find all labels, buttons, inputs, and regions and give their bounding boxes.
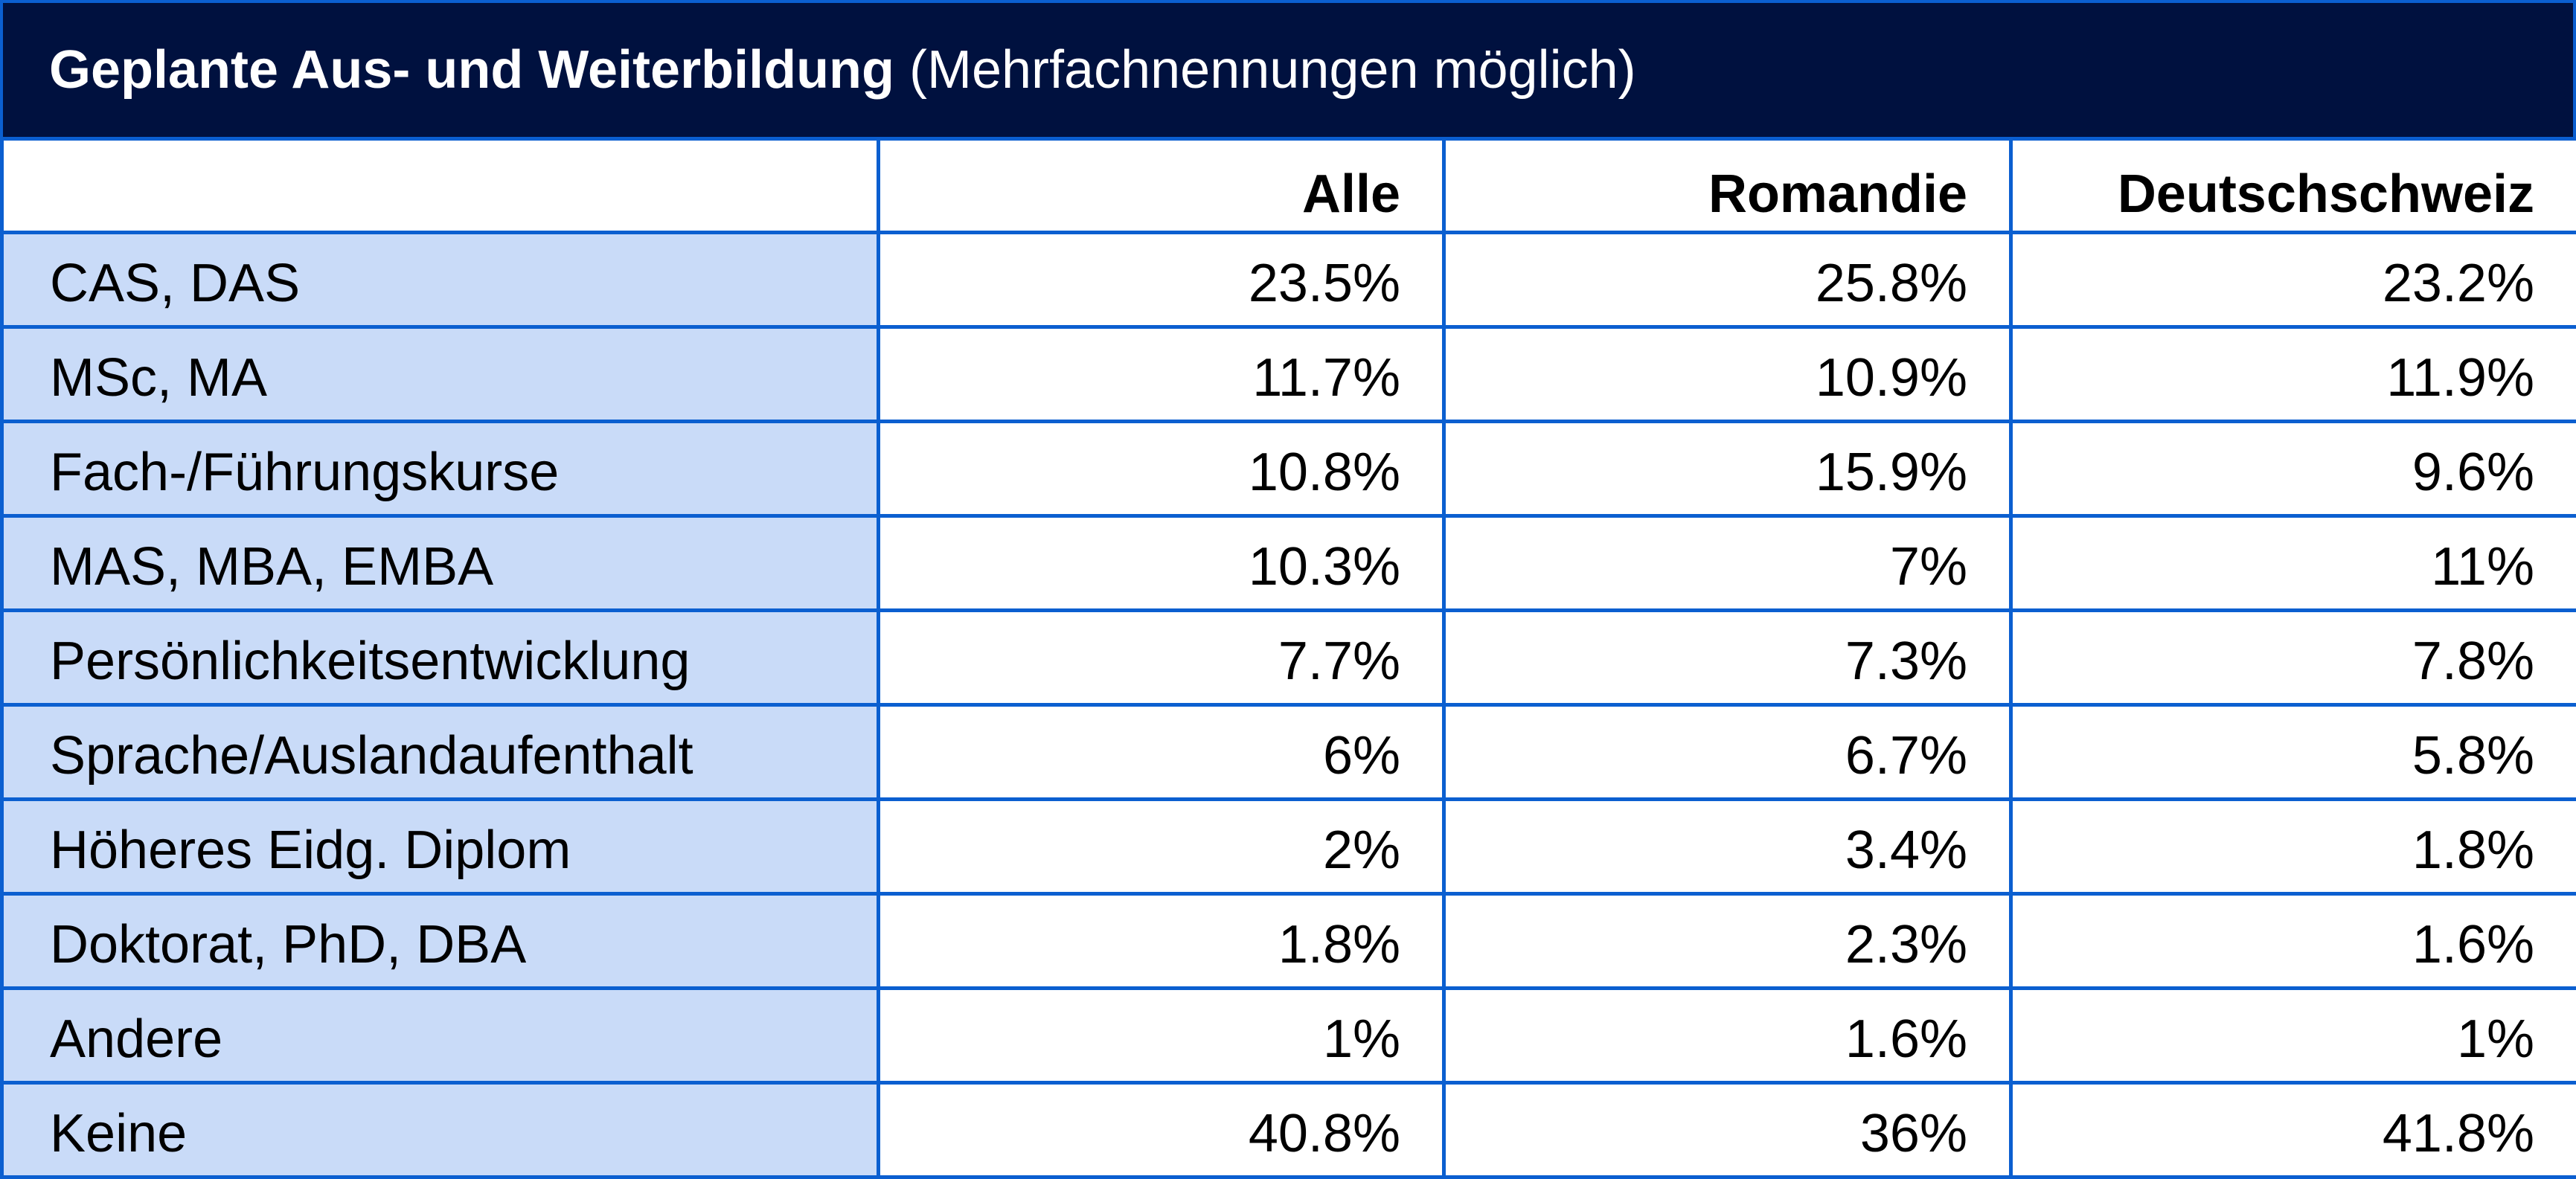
value-cell-romandie: 25.8%	[1444, 233, 2011, 327]
value-cell-alle: 1.8%	[879, 894, 1444, 989]
value-cell-deutschschweiz: 41.8%	[2011, 1083, 2576, 1178]
value-cell-alle: 6%	[879, 705, 1444, 800]
row-label: Persönlichkeitsentwicklung	[2, 611, 879, 705]
value-cell-deutschschweiz: 1.6%	[2011, 894, 2576, 989]
row-label: MAS, MBA, EMBA	[2, 516, 879, 611]
header-row: Alle Romandie Deutschschweiz	[2, 139, 2576, 233]
row-label: Sprache/Auslandaufenthalt	[2, 705, 879, 800]
header-corner-cell	[2, 139, 879, 233]
header-romandie: Romandie	[1444, 139, 2011, 233]
title-bar: Geplante Aus- und Weiterbildung (Mehrfac…	[0, 0, 2576, 137]
value-cell-deutschschweiz: 1%	[2011, 989, 2576, 1083]
value-cell-romandie: 10.9%	[1444, 327, 2011, 422]
value-cell-romandie: 15.9%	[1444, 422, 2011, 516]
value-cell-romandie: 7.3%	[1444, 611, 2011, 705]
header-deutschschweiz: Deutschschweiz	[2011, 139, 2576, 233]
value-cell-deutschschweiz: 9.6%	[2011, 422, 2576, 516]
value-cell-deutschschweiz: 1.8%	[2011, 800, 2576, 894]
row-label: Keine	[2, 1083, 879, 1178]
value-cell-alle: 40.8%	[879, 1083, 1444, 1178]
value-cell-deutschschweiz: 11%	[2011, 516, 2576, 611]
value-cell-alle: 10.3%	[879, 516, 1444, 611]
value-cell-deutschschweiz: 23.2%	[2011, 233, 2576, 327]
header-alle: Alle	[879, 139, 1444, 233]
value-cell-alle: 2%	[879, 800, 1444, 894]
table-subtitle: (Mehrfachnennungen möglich)	[909, 39, 1636, 100]
row-label: Höheres Eidg. Diplom	[2, 800, 879, 894]
row-label: Fach-/Führungskurse	[2, 422, 879, 516]
row-label: Doktorat, PhD, DBA	[2, 894, 879, 989]
value-cell-deutschschweiz: 5.8%	[2011, 705, 2576, 800]
value-cell-alle: 1%	[879, 989, 1444, 1083]
value-cell-alle: 23.5%	[879, 233, 1444, 327]
value-cell-romandie: 36%	[1444, 1083, 2011, 1178]
value-cell-deutschschweiz: 7.8%	[2011, 611, 2576, 705]
value-cell-alle: 11.7%	[879, 327, 1444, 422]
row-label: CAS, DAS	[2, 233, 879, 327]
value-cell-alle: 10.8%	[879, 422, 1444, 516]
value-cell-deutschschweiz: 11.9%	[2011, 327, 2576, 422]
table-title: Geplante Aus- und Weiterbildung	[49, 39, 894, 100]
value-cell-romandie: 1.6%	[1444, 989, 2011, 1083]
value-cell-romandie: 6.7%	[1444, 705, 2011, 800]
value-cell-romandie: 3.4%	[1444, 800, 2011, 894]
row-label: Andere	[2, 989, 879, 1083]
row-label: MSc, MA	[2, 327, 879, 422]
value-cell-romandie: 7%	[1444, 516, 2011, 611]
value-cell-romandie: 2.3%	[1444, 894, 2011, 989]
value-cell-alle: 7.7%	[879, 611, 1444, 705]
